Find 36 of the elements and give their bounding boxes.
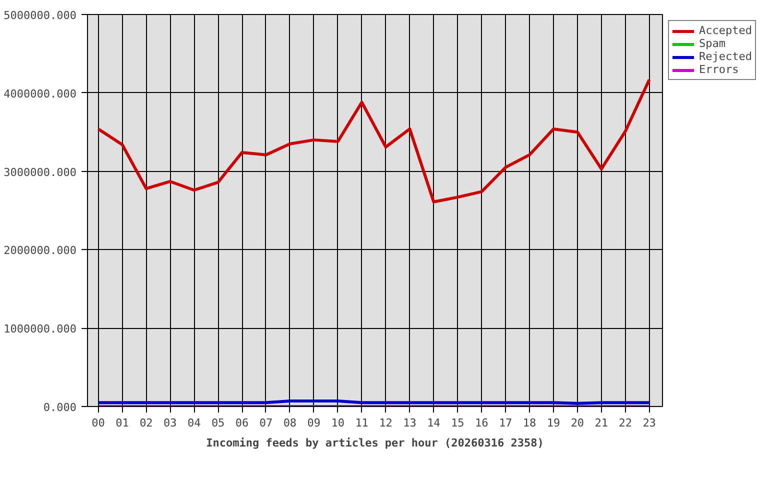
x-tick-label: 01 (116, 416, 129, 430)
y-tick-label: 1000000.000 (4, 322, 77, 336)
legend-label: Errors (699, 63, 739, 76)
x-tick-label: 19 (546, 416, 560, 430)
x-tick-label: 14 (427, 416, 441, 430)
x-tick-label: 13 (403, 416, 416, 430)
x-tick-label: 17 (498, 416, 512, 430)
y-tick-label: 5000000.000 (4, 9, 77, 22)
x-tick-label: 02 (140, 416, 153, 430)
x-tick-label: 07 (259, 416, 273, 430)
x-tick-label: 18 (522, 416, 536, 430)
x-tick-label: 09 (307, 416, 321, 430)
x-tick-label: 06 (235, 416, 249, 430)
legend-label: Rejected (699, 50, 752, 63)
x-tick-label: 05 (211, 416, 225, 430)
x-tick-label: 16 (474, 416, 488, 430)
x-tick-label: 03 (164, 416, 177, 430)
x-tick-label: 22 (618, 416, 632, 430)
x-tick-label: 10 (331, 416, 344, 430)
y-tick-label: 2000000.000 (4, 244, 77, 258)
line-series (96, 78, 651, 204)
x-tick-label: 12 (379, 416, 392, 430)
x-tick-label: 23 (642, 416, 656, 430)
text: Incoming feeds by articles per hour (20260316 2358) (206, 436, 544, 450)
y-tick-label: 0.000 (43, 401, 77, 414)
x-tick-label: 08 (283, 416, 297, 430)
x-tick-label: 11 (355, 416, 368, 430)
y-tick-label: 4000000.000 (4, 87, 77, 100)
x-tick-label: 04 (187, 416, 202, 430)
legend-label: Spam (699, 37, 726, 50)
x-tick-label: 15 (451, 416, 464, 430)
legend-label: Accepted (699, 24, 752, 37)
x-tick-label: 21 (594, 416, 608, 430)
x-tick-label: 20 (570, 416, 584, 430)
y-tick-label: 3000000.000 (4, 166, 77, 179)
x-tick-label: 00 (92, 416, 105, 430)
